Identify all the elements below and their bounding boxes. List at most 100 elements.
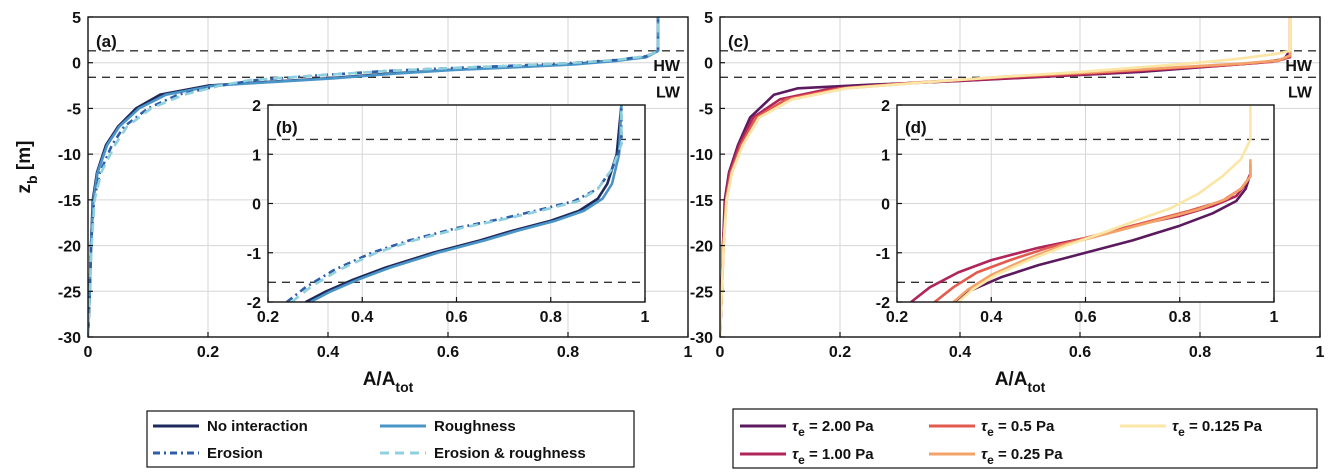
series-line [305,105,623,302]
x-tick-label: 0.2 [257,309,279,326]
legend-symbol-sub: e [798,453,805,467]
x-axis-label-main: A/A [995,369,1028,390]
x-tick-label: 1 [1316,344,1325,361]
legend-box [146,410,635,468]
legend-symbol-sub: e [987,425,994,439]
series-group [88,17,660,337]
series-line [952,159,1252,302]
x-tick-label: 0.2 [197,344,219,361]
x-tick-label: 0.6 [1074,309,1096,326]
x-axis-label-sub: tot [395,379,413,395]
y-tick-label: -2 [247,295,261,312]
legend-value: = 1.00 Pa [805,446,874,463]
x-tick-label: 0.4 [317,344,339,361]
reference-label-lw: LW [1288,84,1313,101]
x-tick-label: 1 [684,344,693,361]
y-tick-label: 2 [252,98,261,115]
series-group [910,105,1252,302]
y-tick-label: -5 [67,101,81,118]
series-line [88,17,660,337]
x-axis-label: A/Atot [995,369,1046,395]
y-axis-label-unit: [m] [14,141,35,176]
y-tick-label: 1 [252,147,261,164]
series-line [720,17,1292,337]
x-tick-label: 0.6 [1069,344,1091,361]
x-tick-label: 0.8 [1169,309,1191,326]
legend-left: No interaction Roughness Erosion Erosion & … [146,410,635,468]
legend-value: = 0.5 Pa [994,418,1055,435]
series-group [285,105,623,302]
y-tick-label: 5 [72,10,81,27]
x-tick-label: 0.4 [949,344,971,361]
legend-label: τe = 0.25 Pa [981,446,1063,467]
y-tick-label: -15 [690,193,713,210]
y-tick-label: -10 [690,147,713,164]
panel-label: (b) [276,118,298,137]
x-tick-label: 0 [84,344,93,361]
series-line [285,105,623,302]
y-tick-label: 0 [252,197,261,214]
legend-symbol-sub: e [1178,425,1185,439]
y-tick-label: -1 [876,246,890,263]
y-tick-label: -1 [247,246,261,263]
legend-symbol-sub: e [798,425,805,439]
x-axis-label-sub: tot [1027,379,1045,395]
legend-value: = 0.25 Pa [994,446,1063,463]
series-line [952,173,1252,302]
y-tick-label: -5 [699,101,713,118]
legend-symbol: τ [792,446,799,463]
x-axis-label-main: A/A [363,369,396,390]
x-tick-label: 0.8 [540,309,562,326]
y-tick-label: -2 [876,295,890,312]
x-tick-label: 0.4 [351,309,373,326]
legend-symbol-sub: e [987,453,994,467]
x-tick-label: 0.4 [980,309,1002,326]
y-tick-label: -20 [58,239,81,256]
panel-b: 0.2 0.4 0.6 0.8 1 2 1 0 -1 -2 (b) [247,98,650,326]
y-tick-label: -25 [58,284,81,301]
legend-symbol: τ [981,446,988,463]
legend-label: Roughness [434,418,516,435]
y-tick-label: 5 [704,10,713,27]
y-axis-label: zb [m] [14,141,40,194]
series-line [957,105,1252,302]
x-tick-label: 0 [716,344,725,361]
legend-label: τe = 0.5 Pa [981,418,1055,439]
x-tick-label: 0.6 [437,344,459,361]
legend-value: = 0.125 Pa [1185,418,1263,435]
reference-label-lw: LW [656,84,681,101]
y-tick-label: 0 [704,56,713,73]
y-tick-label: -25 [690,284,713,301]
x-tick-label: 0.8 [557,344,579,361]
panel-label: (d) [905,118,927,137]
panel-d: 0.2 0.4 0.6 0.8 1 2 1 0 -1 -2 (d) [876,98,1279,326]
y-axis-label-sub: b [24,175,40,184]
legend-label: Erosion [207,445,263,462]
x-tick-label: 0.6 [445,309,467,326]
legend-label: τe = 2.00 Pa [792,418,874,439]
legend-symbol: τ [1172,418,1179,435]
reference-label-hw: HW [1285,58,1313,75]
legend-box [732,408,1318,469]
y-tick-label: 1 [881,147,890,164]
x-tick-label: 1 [641,309,650,326]
series-group [720,17,1292,337]
legend-label: τe = 1.00 Pa [792,446,874,467]
legend-symbol: τ [792,418,799,435]
legend-label: Erosion & roughness [434,445,586,462]
legend-label: τe = 0.125 Pa [1172,418,1263,439]
legend-value: = 2.00 Pa [805,418,874,435]
plot-frame [719,16,1321,338]
legend-symbol: τ [981,418,988,435]
y-tick-label: -30 [690,330,713,347]
plot-frame [87,16,689,338]
panel-label: (c) [728,32,749,51]
y-axis-label-main: z [14,184,35,194]
series-line [309,105,623,302]
y-tick-label: -30 [58,330,81,347]
y-tick-label: 0 [881,197,890,214]
x-tick-label: 0.2 [886,309,908,326]
y-tick-label: -15 [58,193,81,210]
